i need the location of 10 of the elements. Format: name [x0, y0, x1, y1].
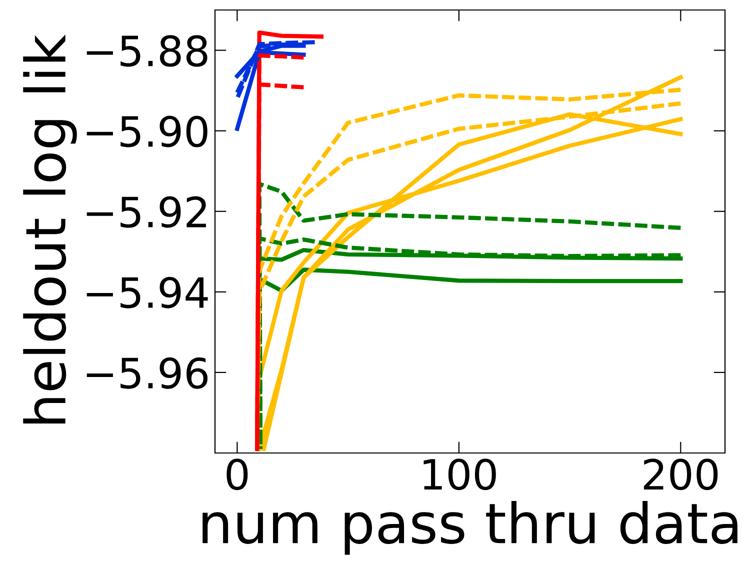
- y-axis-title: heldout log lik: [23, 34, 77, 424]
- y-tick-label: −5.94: [86, 276, 208, 308]
- y-tick-label: −5.96: [86, 357, 208, 389]
- y-tick-label: −5.92: [86, 196, 206, 228]
- y-tick-label: −5.88: [86, 35, 208, 67]
- x-tick-label: 0: [226, 458, 248, 490]
- x-tick-label: 100: [424, 458, 496, 490]
- x-tick-label: 200: [644, 458, 718, 490]
- y-tick-label: −5.90: [86, 116, 208, 148]
- x-axis-title: num pass thru data: [202, 500, 738, 555]
